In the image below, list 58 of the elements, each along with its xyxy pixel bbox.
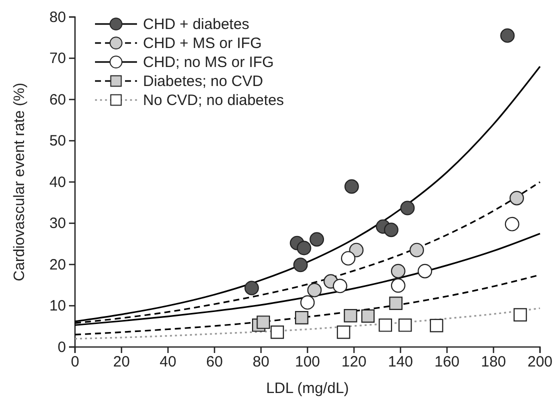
point: [361, 309, 375, 323]
point: [300, 295, 315, 310]
y-tick-label: 40: [49, 174, 66, 191]
point: [390, 264, 406, 278]
y-tick-label: 0: [58, 338, 66, 356]
x-tick-label: 200: [527, 354, 553, 371]
x-tick-label: 180: [480, 354, 506, 371]
x-tick-label: 40: [160, 354, 176, 371]
point: [244, 280, 259, 296]
y-tick-label: 80: [49, 8, 66, 26]
point: [340, 251, 356, 266]
legend-label: CHD; no MS or IFG: [143, 54, 274, 71]
point: [270, 325, 284, 339]
point: [344, 179, 359, 194]
legend-label: No CVD; no diabetes: [143, 92, 284, 109]
point: [295, 311, 308, 324]
point: [390, 278, 406, 293]
y-tick-label: 30: [49, 215, 66, 232]
point: [510, 190, 524, 206]
point: [310, 232, 324, 247]
point: [400, 200, 415, 216]
point: [418, 264, 432, 278]
point: [384, 222, 398, 238]
point: [332, 278, 348, 294]
x-tick-label: 120: [341, 354, 367, 371]
y-axis-title: Cardiovascular event rate (%): [11, 82, 28, 282]
point: [296, 240, 312, 256]
x-tick-label: 140: [388, 354, 414, 371]
point: [500, 28, 515, 43]
x-tick-label: 160: [434, 354, 460, 371]
point: [307, 282, 322, 298]
x-tick-label: 60: [206, 354, 223, 371]
y-tick-label: 50: [49, 132, 66, 150]
x-axis-title: LDL (mg/dL): [266, 380, 349, 397]
x-tick-label: 100: [294, 354, 320, 371]
legend-label: Diabetes; no CVD: [143, 73, 264, 90]
point: [336, 325, 350, 339]
point: [293, 258, 308, 272]
x-tick-label: 80: [252, 354, 270, 371]
y-tick-label: 10: [49, 298, 66, 315]
point: [344, 308, 358, 322]
x-tick-label: 0: [70, 354, 80, 371]
point: [256, 316, 270, 329]
y-tick-label: 70: [49, 50, 66, 68]
point: [514, 308, 527, 322]
y-tick-label: 60: [49, 91, 66, 108]
legend-label: CHD + MS or IFG: [143, 35, 262, 52]
point: [410, 242, 424, 258]
legend-label: CHD + diabetes: [143, 16, 250, 33]
line-series: [74, 307, 541, 340]
y-tick-label: 20: [49, 256, 66, 274]
point: [349, 242, 364, 258]
point: [378, 318, 392, 332]
point: [389, 296, 403, 310]
point: [398, 318, 412, 332]
x-tick-label: 20: [113, 354, 130, 371]
point: [430, 318, 444, 332]
point: [504, 216, 520, 232]
